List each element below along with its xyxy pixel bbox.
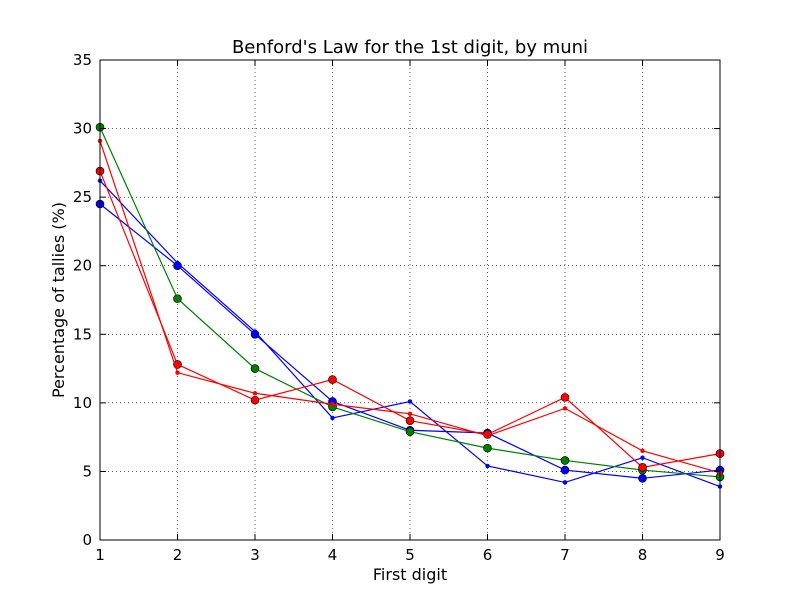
y-tick-label: 30 — [73, 120, 92, 138]
data-point — [175, 370, 180, 375]
data-point — [328, 375, 337, 384]
data-point — [562, 406, 568, 411]
data-point — [638, 463, 647, 472]
x-tick-label: 2 — [173, 546, 183, 564]
data-point — [330, 401, 335, 407]
data-point — [330, 415, 335, 421]
data-point — [560, 465, 570, 475]
data-point — [640, 448, 645, 454]
y-tick-label: 0 — [82, 531, 92, 549]
data-point — [405, 416, 415, 425]
series-3 — [95, 122, 725, 482]
data-point — [560, 393, 570, 402]
data-point — [638, 473, 647, 483]
data-point — [562, 480, 568, 485]
data-point — [173, 294, 182, 303]
chart-title: Benford's Law for the 1st digit, by muni — [232, 37, 588, 58]
y-tick-label: 20 — [73, 257, 92, 275]
data-point — [407, 399, 413, 404]
data-point — [250, 364, 260, 373]
data-point — [407, 411, 413, 417]
data-point — [560, 456, 570, 465]
x-tick-label: 8 — [638, 546, 648, 564]
data-point — [405, 427, 415, 436]
data-point — [250, 395, 260, 405]
x-axis-label: First digit — [373, 565, 447, 584]
data-point — [640, 455, 645, 460]
x-tick-label: 3 — [250, 546, 260, 564]
axis-ticks: 1 2 3 4 5 6 7 8 9 0 5 10 15 20 25 30 35 — [73, 51, 725, 564]
x-tick-label: 7 — [560, 546, 570, 564]
x-tick-label: 4 — [328, 546, 338, 564]
data-point — [485, 463, 490, 469]
x-tick-label: 6 — [483, 546, 493, 564]
data-point — [252, 329, 258, 334]
y-tick-label: 10 — [73, 394, 92, 412]
x-tick-label: 5 — [405, 546, 415, 564]
x-tick-label: 1 — [95, 546, 105, 564]
y-tick-label: 35 — [73, 51, 92, 69]
series-5 — [97, 138, 723, 476]
data-point — [175, 260, 180, 266]
data-point — [485, 433, 490, 439]
y-axis-label: Percentage of tallies (%) — [49, 202, 68, 398]
x-tick-label: 9 — [715, 546, 725, 564]
y-tick-label: 15 — [73, 325, 92, 343]
data-point — [252, 391, 258, 396]
data-point — [483, 443, 492, 453]
y-tick-label: 25 — [73, 188, 92, 206]
y-tick-label: 5 — [82, 462, 92, 480]
